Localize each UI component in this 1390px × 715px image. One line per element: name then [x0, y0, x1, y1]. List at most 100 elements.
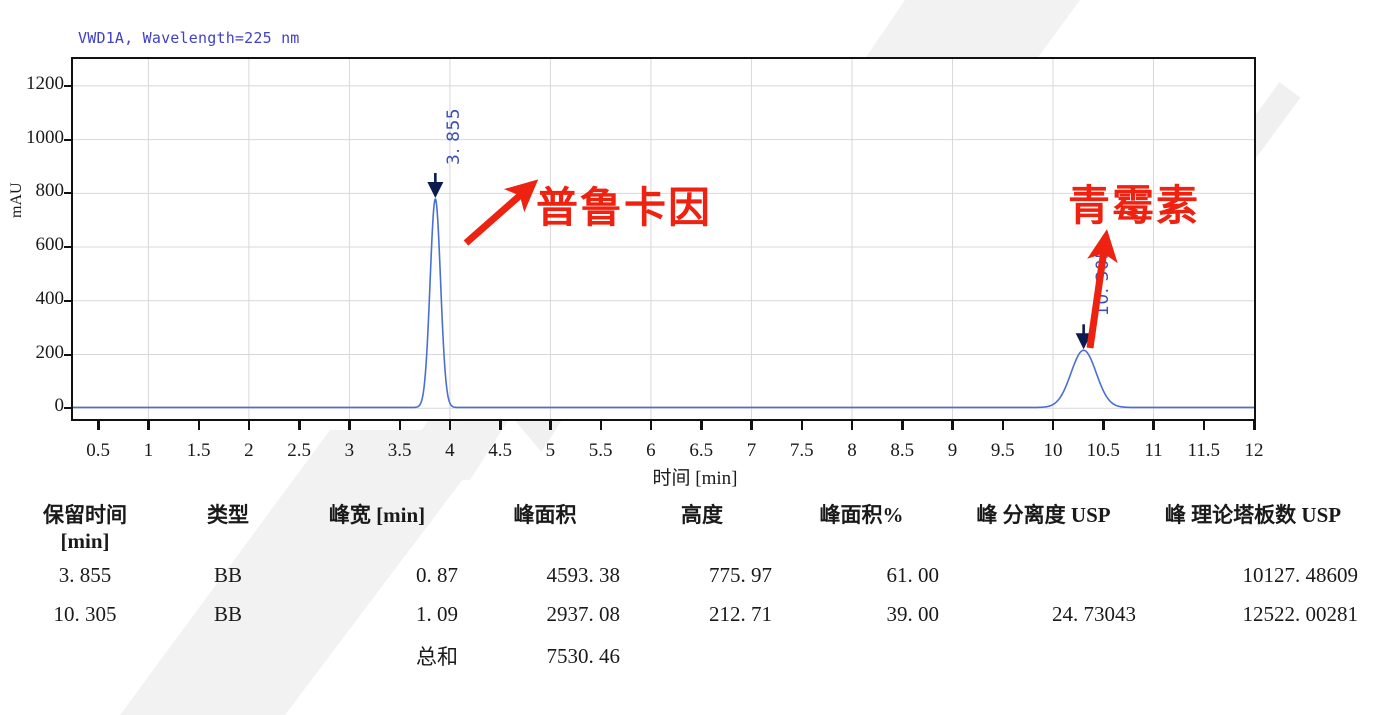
peak-apex-marker-2 [1075, 333, 1092, 350]
cell-type: BB [213, 563, 242, 588]
x-tick-mark [448, 421, 452, 430]
x-tick-mark [197, 421, 201, 430]
plot-area [71, 57, 1256, 421]
x-axis-title: 时间 [min] [652, 468, 738, 489]
x-tick-label: 5.5 [588, 440, 613, 461]
x-tick-mark [750, 421, 753, 430]
x-tick-label: 7.5 [789, 440, 814, 461]
cell-height: 775. 97 [709, 563, 772, 588]
y-tick-label: 200 [35, 341, 65, 363]
table-summary-row: 总和 7530. 46 [4, 634, 1364, 678]
cell-peak-width: 1. 09 [416, 602, 458, 627]
header-retention-time-line1: 保留时间 [43, 503, 127, 527]
x-tick-label: 6 [646, 440, 656, 461]
cell-resolution-usp: 24. 73043 [1052, 602, 1136, 627]
x-tick-label: 6.5 [689, 440, 714, 461]
chromatogram-plot: VWD1A, Wavelength=225 nm mAU 0 200 400 600 8… [0, 0, 1264, 500]
x-tick-label: 8.5 [890, 440, 915, 461]
peak-retention-label-1: 3. 855 [444, 107, 465, 165]
cell-type: BB [213, 602, 242, 627]
header-peak-width: 峰宽 [min] [328, 503, 426, 527]
x-tick-label: 4 [445, 440, 455, 461]
y-tick-mark [64, 192, 71, 195]
cell-peak-area: 2937. 08 [546, 602, 621, 627]
peak-apex-marker-1 [427, 181, 444, 198]
summary-spacer [1142, 634, 1364, 678]
peak-retention-label-2: 10. 305 [1092, 247, 1113, 317]
x-tick-label: 0.5 [86, 440, 110, 461]
cell-theoretical-plates-usp: 12522. 00281 [1242, 602, 1359, 627]
x-tick-mark [800, 421, 804, 430]
table-row: 3. 855 BB 0. 87 4593. 38 775. 97 61. 00 10127.… [4, 556, 1364, 595]
x-tick-mark [398, 421, 402, 430]
x-tick-mark [1001, 421, 1005, 430]
x-tick-mark [1102, 421, 1105, 430]
x-tick-label: 10.5 [1086, 440, 1120, 461]
x-tick-mark [348, 421, 351, 430]
y-tick-mark [64, 246, 71, 249]
header-height: 高度 [681, 503, 723, 527]
y-axis-ticks: 0 200 400 600 800 1000 1200 [0, 0, 71, 500]
y-tick-mark [64, 138, 71, 141]
y-tick-label: 0 [54, 395, 65, 417]
header-peak-area: 峰面积 [513, 503, 577, 527]
x-tick-label: 1.5 [186, 440, 211, 461]
x-tick-mark [298, 421, 301, 430]
y-tick-label: 1000 [26, 126, 64, 148]
table-row: 10. 305 BB 1. 09 2937. 08 212. 71 39. 00 24. 7… [4, 595, 1364, 634]
summary-total-area: 7530. 46 [546, 643, 621, 668]
y-tick-label: 800 [35, 180, 65, 202]
y-tick-mark [64, 407, 71, 410]
table-header-row: 保留时间 [min] 类型 峰宽 [min] 峰面积 高度 峰面积% 峰 分离度… [4, 500, 1364, 556]
annotation-procaine: 普鲁卡因 [536, 183, 713, 232]
x-tick-mark [1152, 421, 1155, 430]
x-tick-mark [1051, 421, 1055, 430]
header-theoretical-plates-usp: 峰 理论塔板数 USP [1164, 503, 1342, 527]
x-tick-label: 9.5 [990, 440, 1015, 461]
cell-peak-area: 4593. 38 [546, 563, 621, 588]
summary-label: 总和 [416, 645, 458, 670]
x-tick-label: 5 [545, 440, 556, 461]
x-tick-label: 7 [746, 440, 757, 461]
x-tick-label: 8 [847, 440, 857, 461]
detector-wavelength-label: VWD1A, Wavelength=225 nm [78, 29, 300, 47]
x-tick-mark [901, 421, 904, 430]
summary-spacer [166, 634, 290, 678]
y-tick-label: 400 [35, 287, 65, 309]
header-retention-time-line2: [min] [60, 528, 110, 553]
x-tick-label: 2 [244, 440, 254, 461]
x-tick-label: 11 [1144, 440, 1163, 461]
x-tick-mark [549, 421, 552, 430]
table-body: 3. 855 BB 0. 87 4593. 38 775. 97 61. 00 10127.… [4, 556, 1364, 678]
x-tick-mark [951, 421, 954, 430]
x-tick-label: 1 [143, 440, 154, 461]
plot-canvas [73, 59, 1254, 419]
x-tick-label: 2.5 [287, 440, 312, 461]
y-tick-label: 1200 [26, 72, 64, 94]
x-tick-mark [147, 421, 150, 430]
x-tick-mark [599, 421, 603, 430]
y-tick-mark [64, 84, 71, 87]
x-tick-mark [97, 421, 100, 430]
cell-area-percent: 61. 00 [886, 563, 940, 588]
cell-retention-time: 10. 305 [53, 602, 117, 627]
x-tick-label: 9 [947, 440, 958, 461]
header-type: 类型 [207, 503, 249, 527]
x-tick-mark [700, 421, 703, 430]
x-tick-mark [1253, 421, 1256, 430]
x-tick-label: 4.5 [488, 440, 513, 461]
summary-spacer [626, 634, 778, 678]
header-retention-time: 保留时间 [min] [4, 500, 166, 556]
x-tick-mark [499, 421, 502, 430]
x-tick-label: 11.5 [1187, 440, 1221, 461]
x-tick-label: 3.5 [387, 440, 412, 461]
cell-peak-width: 0. 87 [416, 563, 458, 588]
summary-spacer [945, 634, 1142, 678]
cell-area-percent: 39. 00 [886, 602, 940, 627]
summary-spacer [4, 634, 166, 678]
x-tick-label: 10 [1043, 440, 1063, 461]
peak-results-table: 保留时间 [min] 类型 峰宽 [min] 峰面积 高度 峰面积% 峰 分离度… [0, 500, 1390, 715]
x-tick-label: 12 [1244, 440, 1264, 461]
annotation-penicillin: 青霉素 [1068, 181, 1201, 230]
